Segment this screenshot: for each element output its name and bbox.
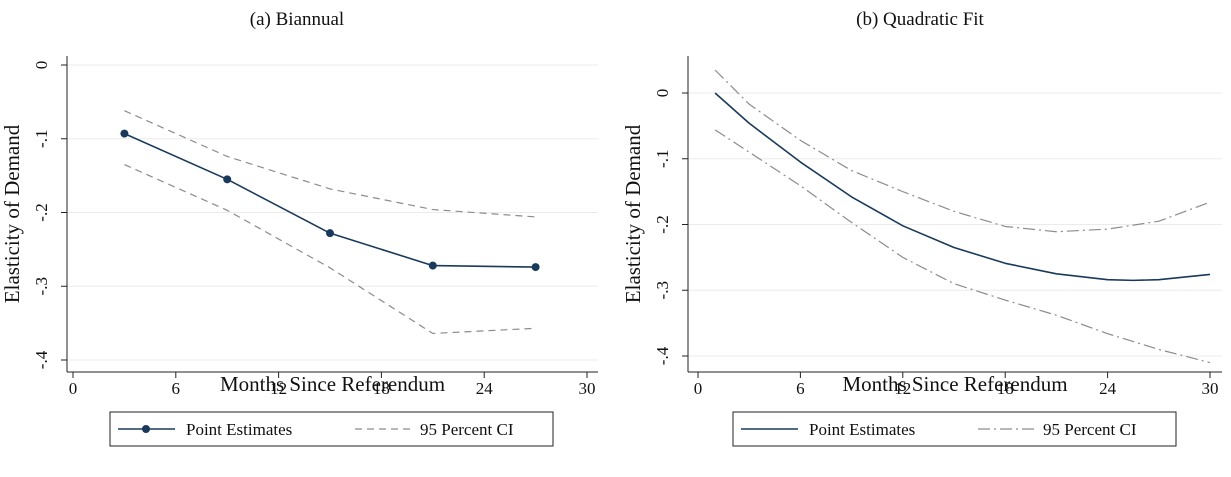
legend-box (732, 411, 1177, 447)
point-estimate-marker (428, 261, 437, 270)
legend-label-ci: 95 Percent CI (1043, 420, 1137, 439)
y-tick-label: -.1 (653, 150, 672, 168)
point-estimate-marker (326, 229, 334, 238)
y-tick-label: 0 (32, 61, 51, 70)
x-axis-label: Months Since Referendum (842, 372, 1067, 396)
y-tick-label: 0 (653, 89, 672, 98)
x-tick-label: 0 (694, 379, 703, 398)
y-tick-label: -.1 (32, 130, 51, 148)
point-estimates-line (124, 132, 536, 268)
x-tick-label: 18 (373, 379, 390, 398)
x-tick-label: 12 (270, 379, 287, 398)
x-tick-label: 18 (997, 379, 1014, 398)
chart-title: (b) Quadratic Fit (856, 9, 984, 30)
legend-label-point-estimates: Point Estimates (186, 420, 292, 439)
y-tick-label: -.4 (653, 346, 672, 365)
legend-marker (142, 425, 150, 433)
legend-box (109, 411, 554, 447)
y-axis-label: Elasticity of Demand (0, 124, 24, 303)
point-estimate-marker (223, 175, 232, 184)
y-tick-label: -.2 (653, 215, 672, 233)
x-tick-label: 30 (1202, 379, 1219, 398)
y-axis-label: Elasticity of Demand (621, 124, 645, 303)
chart-panel-b: (b) Quadratic Fit 0 -.1 -.2 -.3 -.4 0 6 12 18 24 30… (621, 9, 1222, 447)
legend-label-point-estimates: Point Estimates (809, 420, 915, 439)
ci-lower-line (714, 129, 1211, 364)
x-tick-label: 6 (172, 379, 181, 398)
legend: Point Estimates 95 Percent CI (732, 411, 1177, 447)
x-axis-label: Months Since Referendum (220, 372, 445, 396)
y-tick-label: -.4 (32, 350, 51, 369)
ci-lower-line (124, 164, 536, 335)
legend-label-ci: 95 Percent CI (420, 420, 514, 439)
ci-upper-line (714, 69, 1211, 233)
y-tick-label: -.3 (32, 277, 51, 295)
ci-upper-line (124, 110, 536, 218)
x-tick-label: 12 (894, 379, 911, 398)
legend: Point Estimates 95 Percent CI (109, 411, 554, 447)
x-tick-label: 6 (796, 379, 805, 398)
chart-panel-a: (a) Biannual 0 -.1 -.2 -.3 -.4 0 6 12 18 24 30 Month… (0, 9, 598, 447)
y-tick-label: -.2 (32, 203, 51, 221)
x-tick-label: 0 (69, 379, 78, 398)
point-estimate-marker (531, 263, 540, 272)
chart-title: (a) Biannual (250, 9, 344, 30)
x-tick-label: 24 (1099, 379, 1117, 398)
point-estimate-marker (120, 129, 129, 138)
y-tick-label: -.3 (653, 281, 672, 299)
x-tick-label: 30 (579, 379, 596, 398)
x-tick-label: 24 (476, 379, 494, 398)
point-estimates-line (714, 92, 1211, 282)
